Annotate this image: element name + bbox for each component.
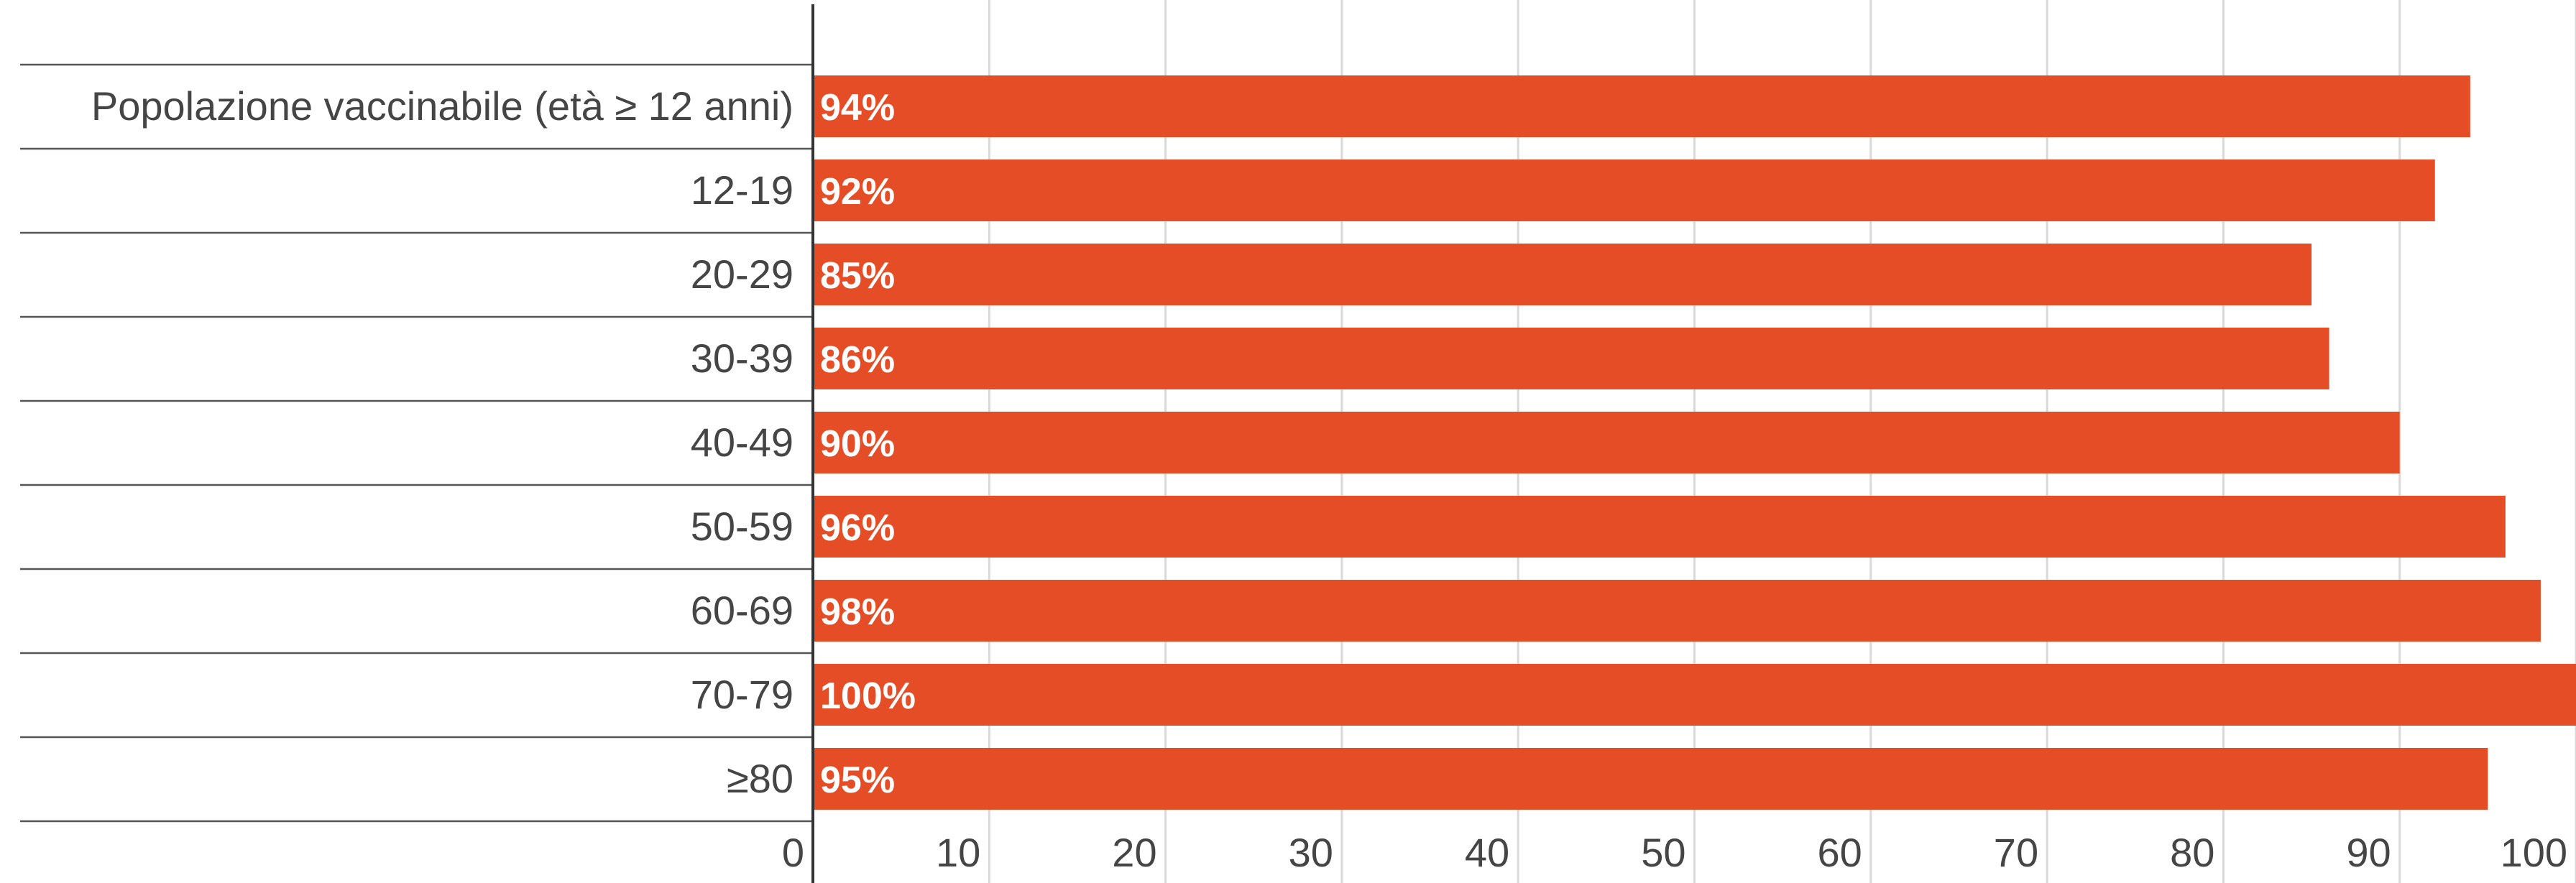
x-tick-label: 50	[1641, 830, 1685, 875]
bar	[813, 75, 2470, 137]
bar	[813, 412, 2400, 473]
x-tick-label: 60	[1818, 830, 1862, 875]
row-separators	[20, 63, 813, 823]
bars	[813, 75, 2576, 810]
value-label: 95%	[820, 759, 895, 801]
bar	[813, 244, 2312, 305]
category-label: 20-29	[691, 251, 794, 297]
value-label: 86%	[820, 339, 895, 381]
category-label: ≥80	[727, 756, 794, 801]
value-label: 92%	[820, 171, 895, 213]
x-tick-label: 40	[1465, 830, 1509, 875]
category-label: 60-69	[691, 588, 794, 633]
category-label: 12-19	[691, 167, 794, 213]
x-tick-label: 80	[2170, 830, 2214, 875]
x-tick-label: 10	[936, 830, 980, 875]
value-label: 90%	[820, 423, 895, 465]
value-label: 96%	[820, 507, 895, 549]
bar	[813, 580, 2541, 642]
value-label: 94%	[820, 87, 895, 129]
category-label: Popolazione vaccinabile (età ≥ 12 anni)	[91, 83, 794, 129]
bar	[813, 664, 2576, 726]
x-tick-label: 100	[2501, 830, 2567, 875]
bar	[813, 328, 2329, 389]
x-tick-label: 90	[2346, 830, 2391, 875]
x-tick-label: 20	[1112, 830, 1156, 875]
x-tick-label: 0	[782, 830, 804, 875]
category-label: 70-79	[691, 672, 794, 717]
value-label: 100%	[820, 675, 916, 717]
category-label: 40-49	[691, 420, 794, 465]
x-tick-label: 30	[1289, 830, 1333, 875]
category-label: 50-59	[691, 504, 794, 549]
value-labels: 94% 92% 85% 86% 90% 96% 98% 100% 95%	[820, 87, 916, 801]
value-label: 85%	[820, 255, 895, 297]
bar	[813, 160, 2435, 221]
bar	[813, 496, 2506, 558]
category-labels: Popolazione vaccinabile (età ≥ 12 anni) 1…	[91, 83, 794, 801]
x-axis-tick-labels: 0 10 20 30 40 50 60 70 80 90 100	[782, 830, 2567, 875]
x-tick-label: 70	[1994, 830, 2038, 875]
bar	[813, 748, 2488, 810]
value-label: 98%	[820, 591, 895, 633]
category-label: 30-39	[691, 336, 794, 381]
